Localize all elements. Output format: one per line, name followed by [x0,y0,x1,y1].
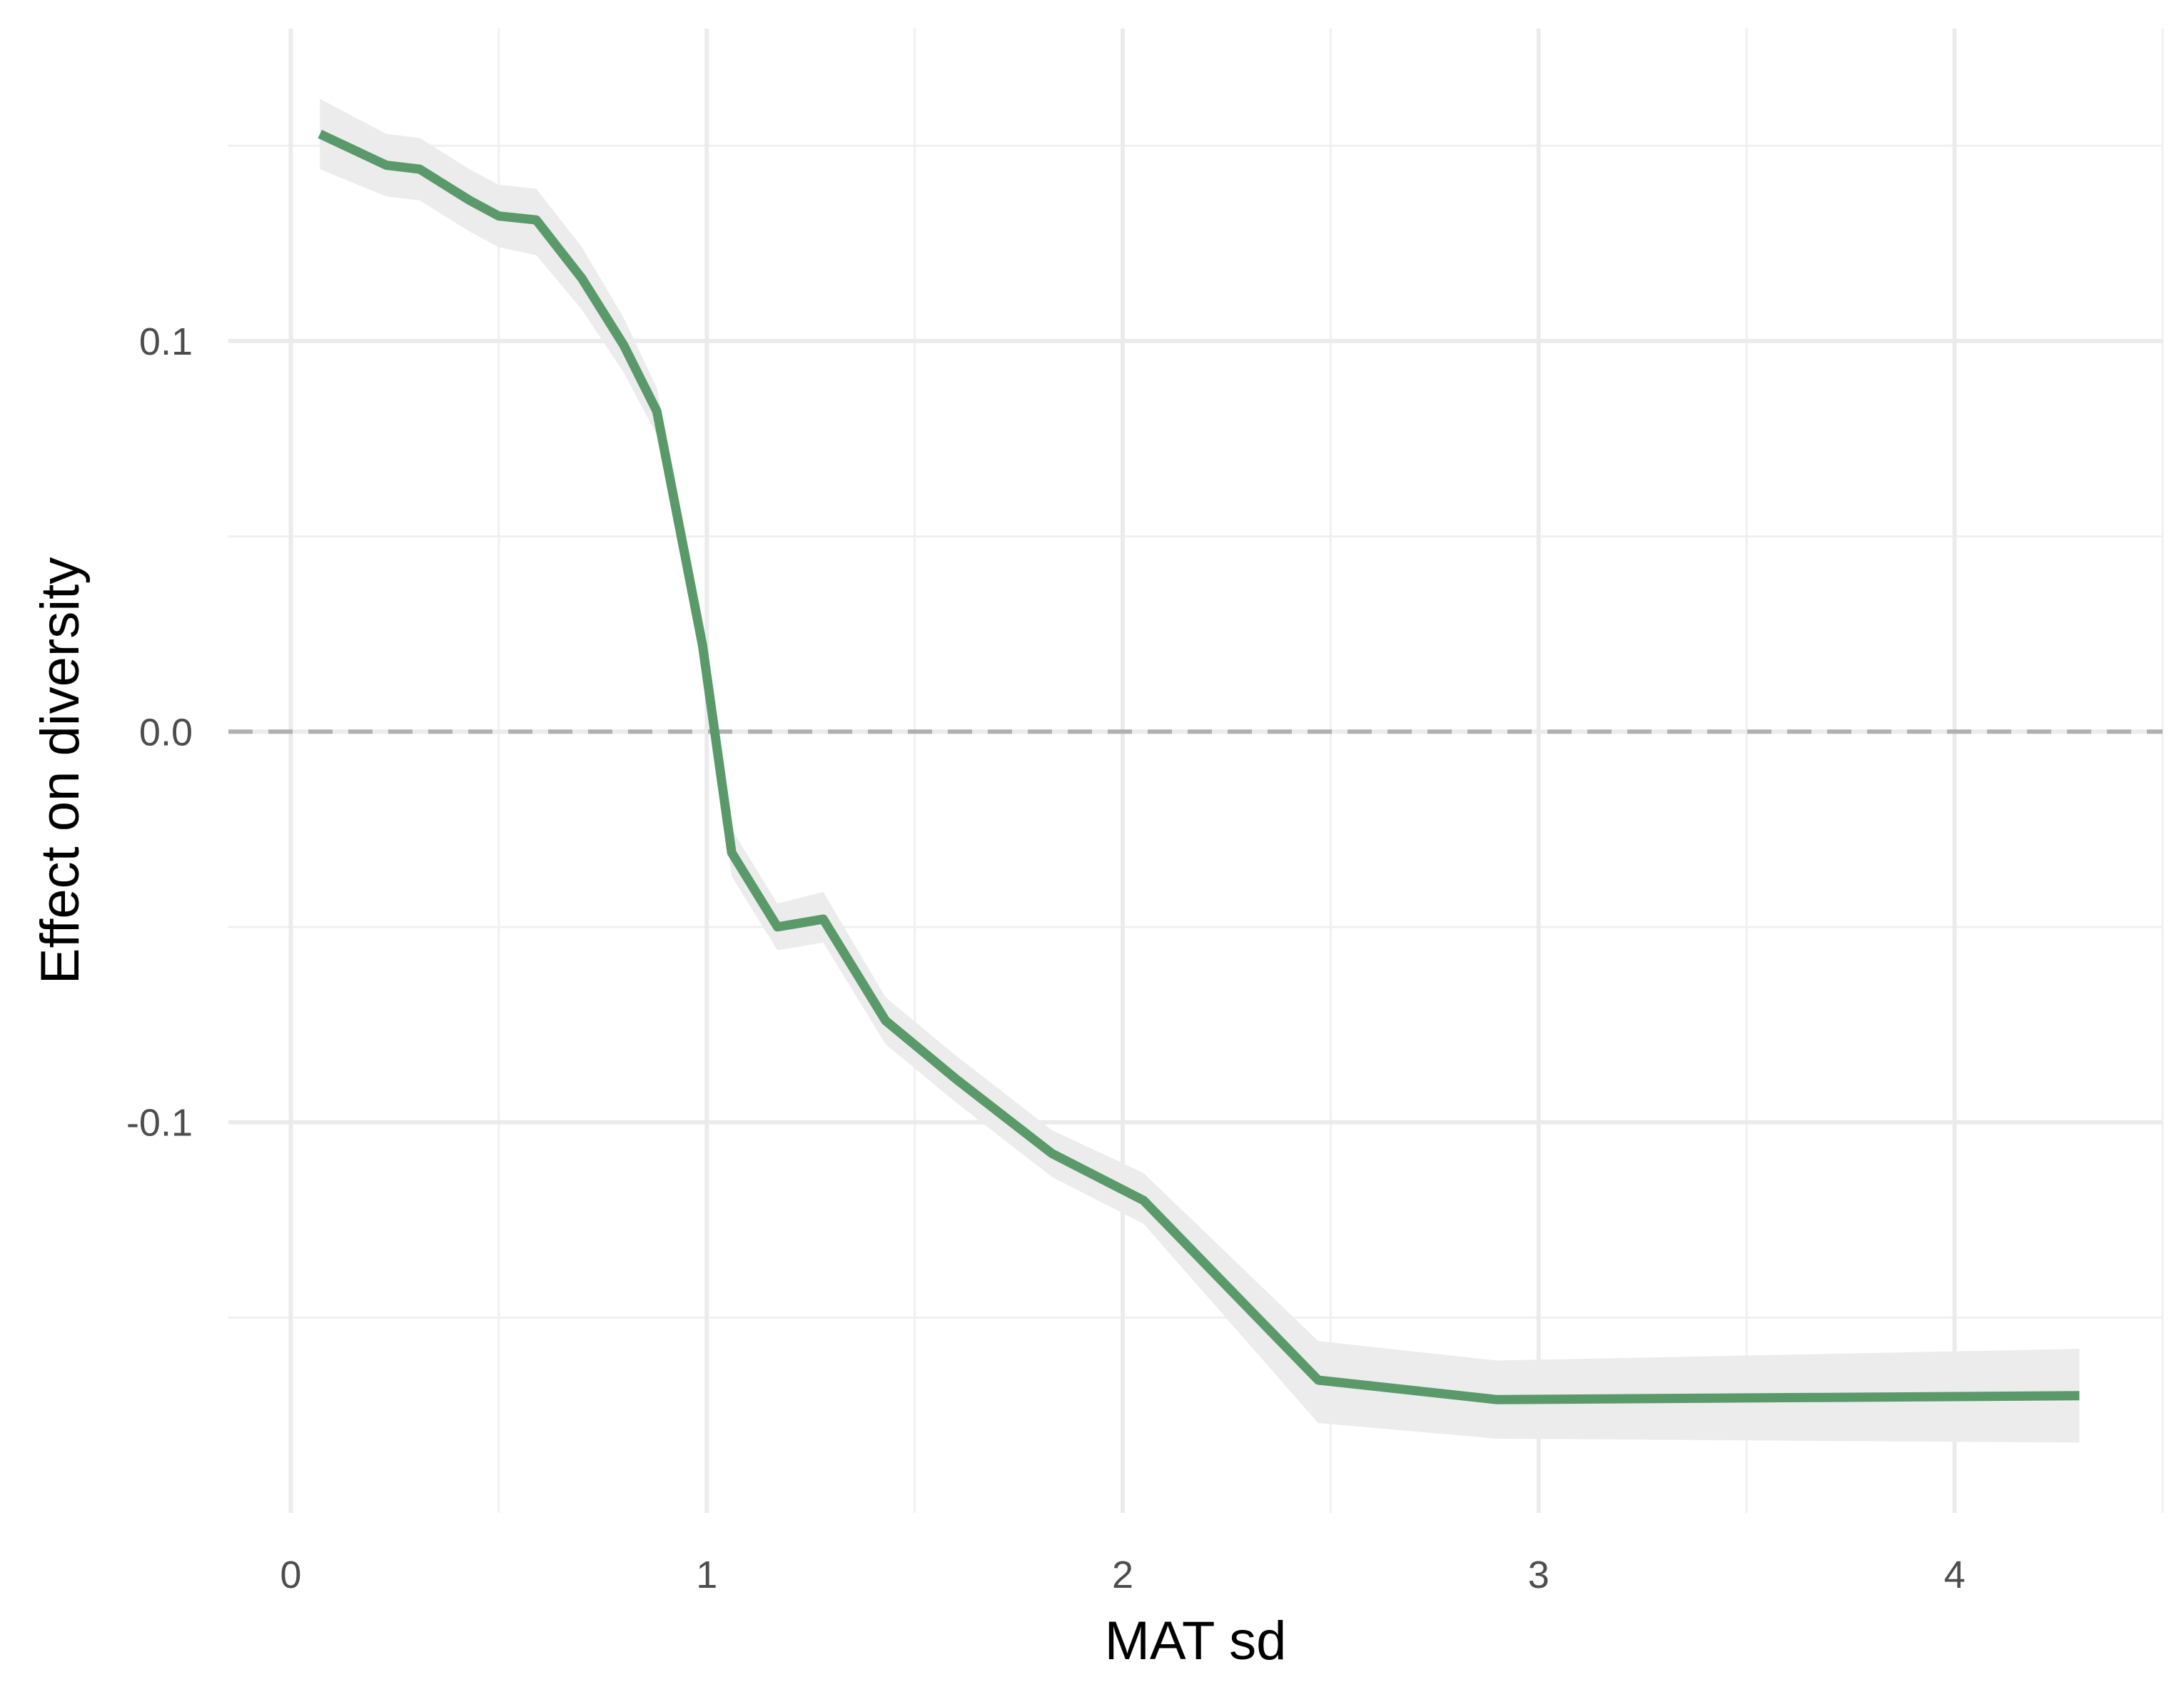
x-axis-title: MAT sd [1105,1611,1287,1671]
x-tick-label-3: 3 [1528,1554,1549,1596]
series-line-layer [318,129,2080,1404]
y-tick-label-0: -0.1 [126,1102,193,1145]
x-tick-label-4: 4 [1944,1554,1966,1596]
confidence-band-layer [320,98,2080,1443]
x-tick-label-1: 1 [696,1554,717,1596]
x-tick-label-0: 0 [280,1554,301,1596]
tick-labels: 0 1 2 3 4 -0.1 0.0 0.1 [126,320,1966,1596]
y-axis-title: Effect on diversity [30,557,91,984]
y-tick-label-2: 0.1 [139,320,193,363]
series-line [318,129,2080,1404]
x-tick-label-2: 2 [1112,1554,1133,1596]
y-tick-label-1: 0.0 [139,711,193,754]
confidence-band [320,98,2080,1443]
grid-lines [228,29,2164,1513]
